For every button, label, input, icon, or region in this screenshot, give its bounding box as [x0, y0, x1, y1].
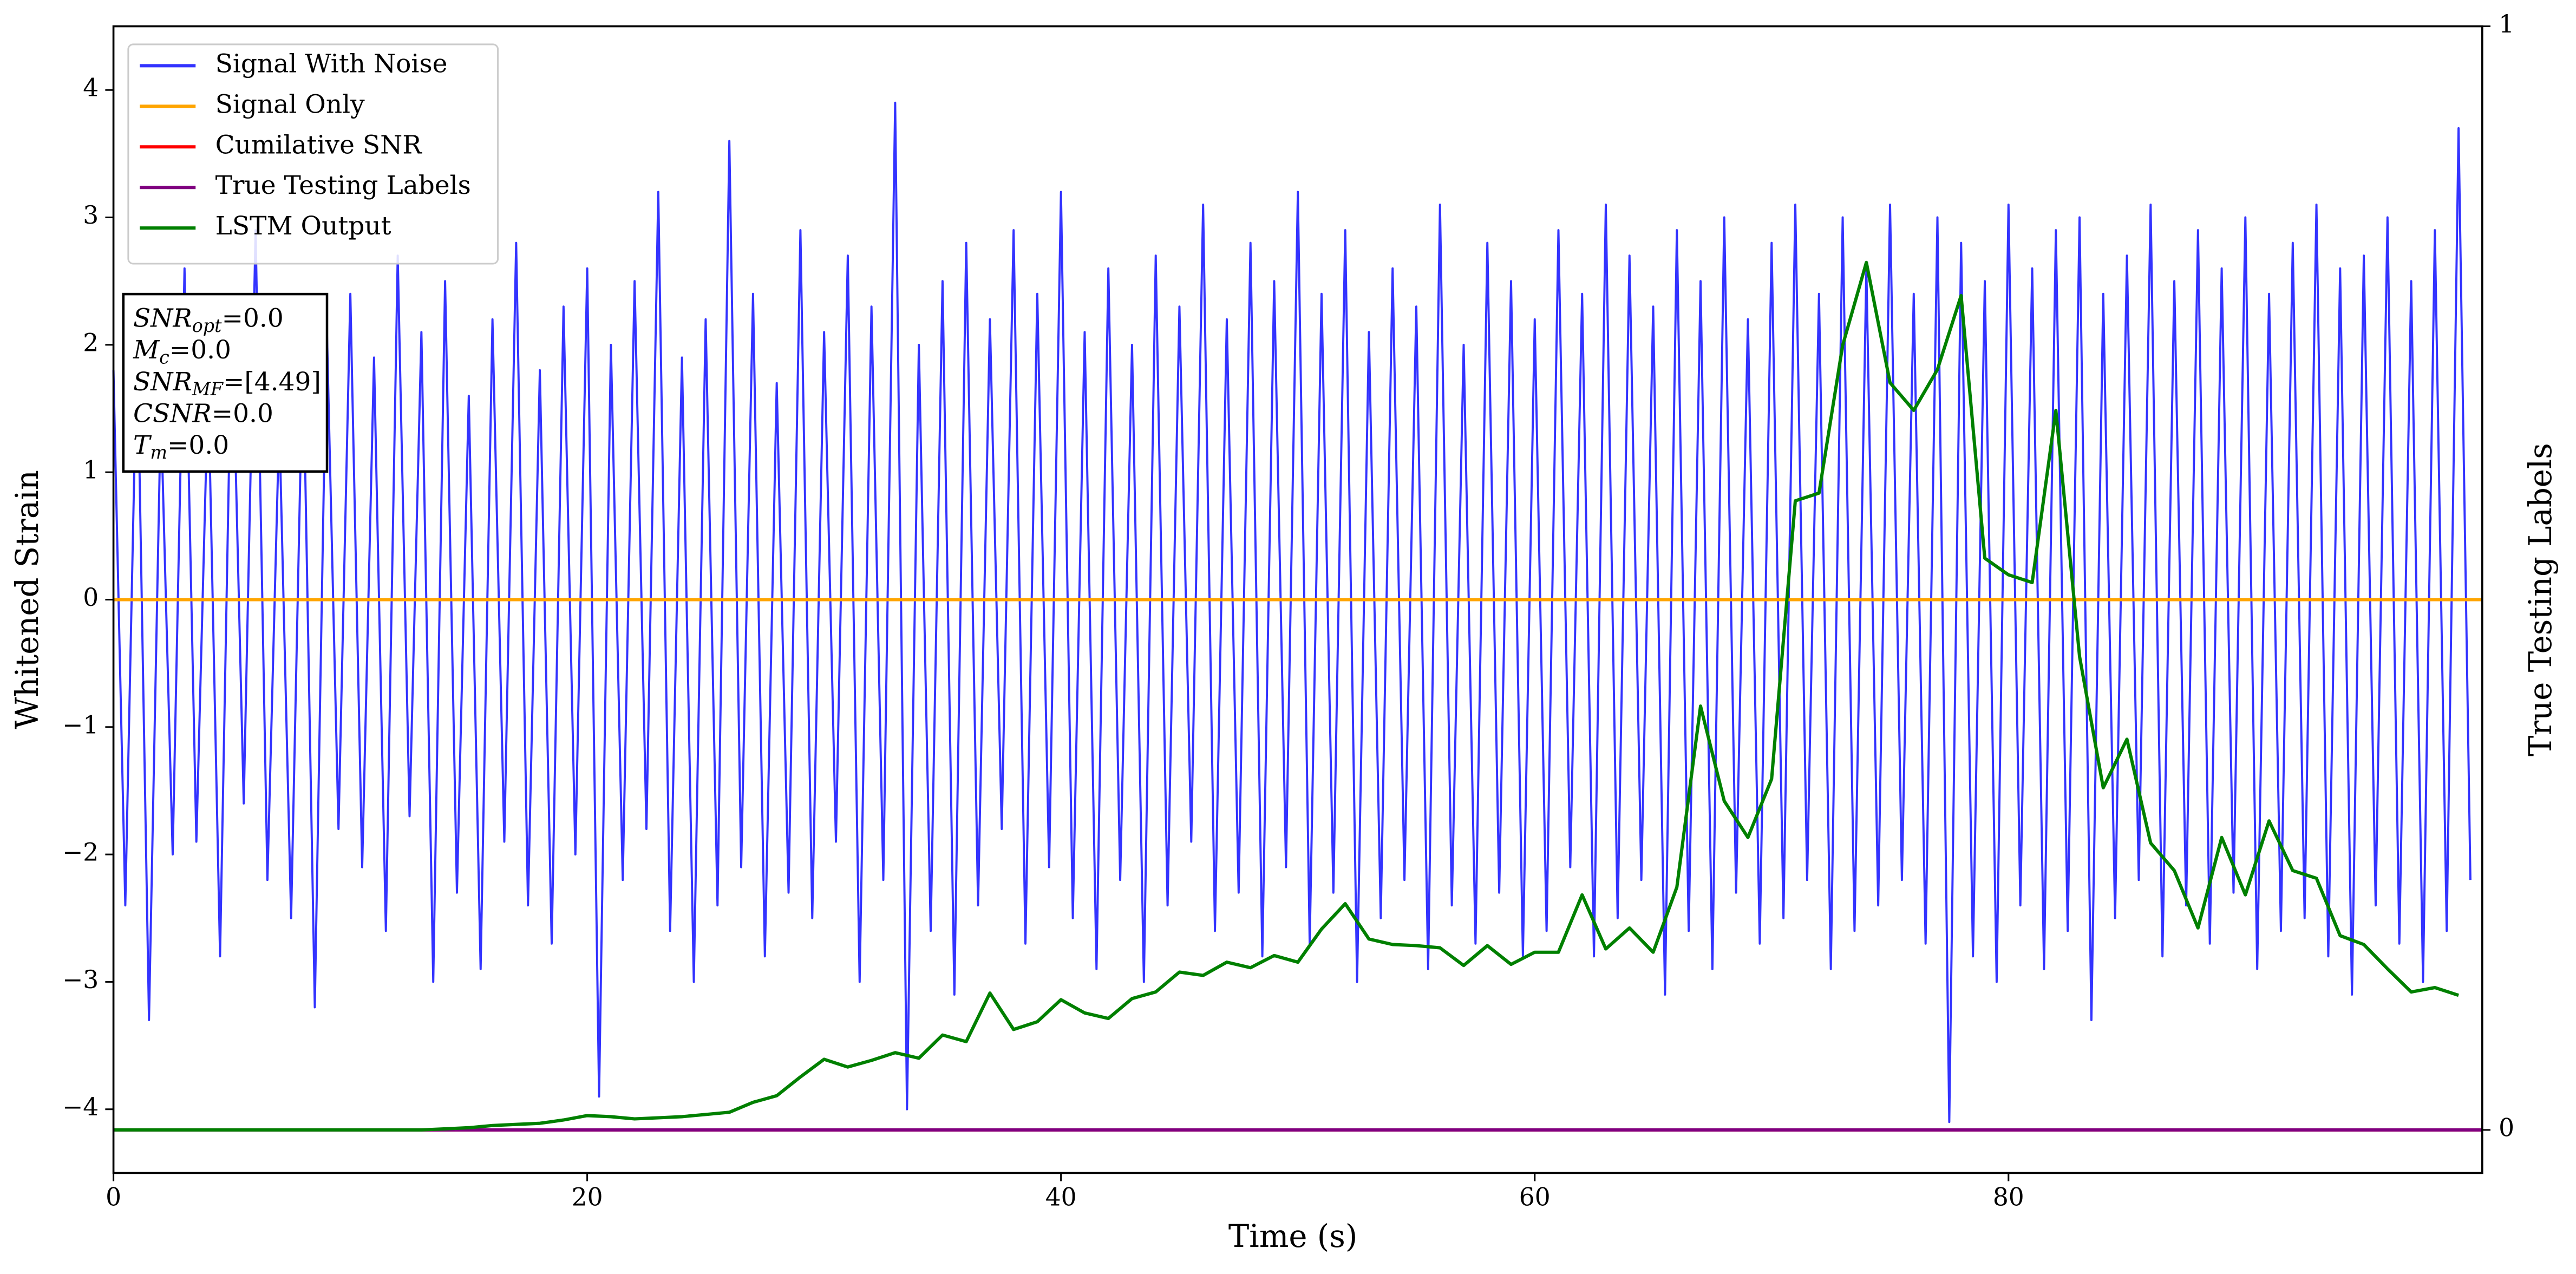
legend-label: True Testing Labels: [215, 171, 471, 200]
y-tick-label: 4: [83, 74, 99, 102]
annotation-part: M: [133, 335, 160, 365]
legend-label: LSTM Output: [215, 211, 391, 241]
x-tick-label: 40: [1045, 1182, 1077, 1211]
annotation-part: T: [133, 430, 152, 460]
y-tick-label: −1: [62, 710, 99, 739]
x-tick-label: 0: [106, 1182, 121, 1211]
y-tick-label: 1: [83, 456, 99, 485]
annotation-box: [122, 292, 329, 473]
y-tick-label: 3: [83, 201, 99, 230]
legend-box: [127, 43, 499, 265]
x-tick-label: 80: [1993, 1182, 2024, 1211]
annotation-line: SNRopt=0.0: [133, 304, 284, 336]
y2-tick-label: 1: [2499, 10, 2514, 38]
annotation-part: =0.0: [212, 398, 273, 428]
y-tick-label: 0: [83, 583, 99, 612]
x-tick-label: 60: [1519, 1182, 1551, 1211]
y2-axis-label: True Testing Labels: [2522, 443, 2559, 756]
y-tick-label: 2: [83, 328, 99, 357]
annotation-part: =0.0: [169, 335, 231, 365]
series-line: [113, 260, 2460, 1132]
annotation-part: CSNR: [133, 398, 212, 428]
annotation-line: Tm=0.0: [133, 430, 229, 463]
annotation-part: SNR: [133, 304, 192, 334]
y-tick-label: −2: [62, 838, 99, 867]
annotation-subscript: MF: [192, 378, 224, 400]
legend-label: Signal Only: [215, 89, 365, 119]
y-tick-label: −4: [62, 1093, 99, 1121]
annotation-subscript: opt: [192, 315, 222, 336]
annotation-line: CSNR=0.0: [133, 398, 273, 428]
annotation-subscript: m: [150, 442, 167, 463]
legend-label: Cumilative SNR: [215, 130, 423, 160]
y-tick-label: −3: [62, 965, 99, 994]
x-tick-label: 20: [572, 1182, 603, 1211]
series-line: [112, 101, 2472, 1123]
annotation-part: =[4.49]: [223, 367, 321, 397]
y2-tick-label: 0: [2499, 1113, 2514, 1142]
y-axis-label: Whitened Strain: [9, 470, 45, 729]
x-axis-label: Time (s): [1228, 1218, 1357, 1255]
annotation-part: =0.0: [222, 304, 284, 334]
annotation-line: Mc=0.0: [133, 335, 231, 368]
annotation-line: SNRMF=[4.49]: [133, 367, 321, 400]
annotation-part: =0.0: [167, 430, 229, 460]
annotation-subscript: c: [159, 347, 169, 368]
legend-label: Signal With Noise: [215, 49, 448, 79]
annotation-part: SNR: [133, 367, 192, 397]
